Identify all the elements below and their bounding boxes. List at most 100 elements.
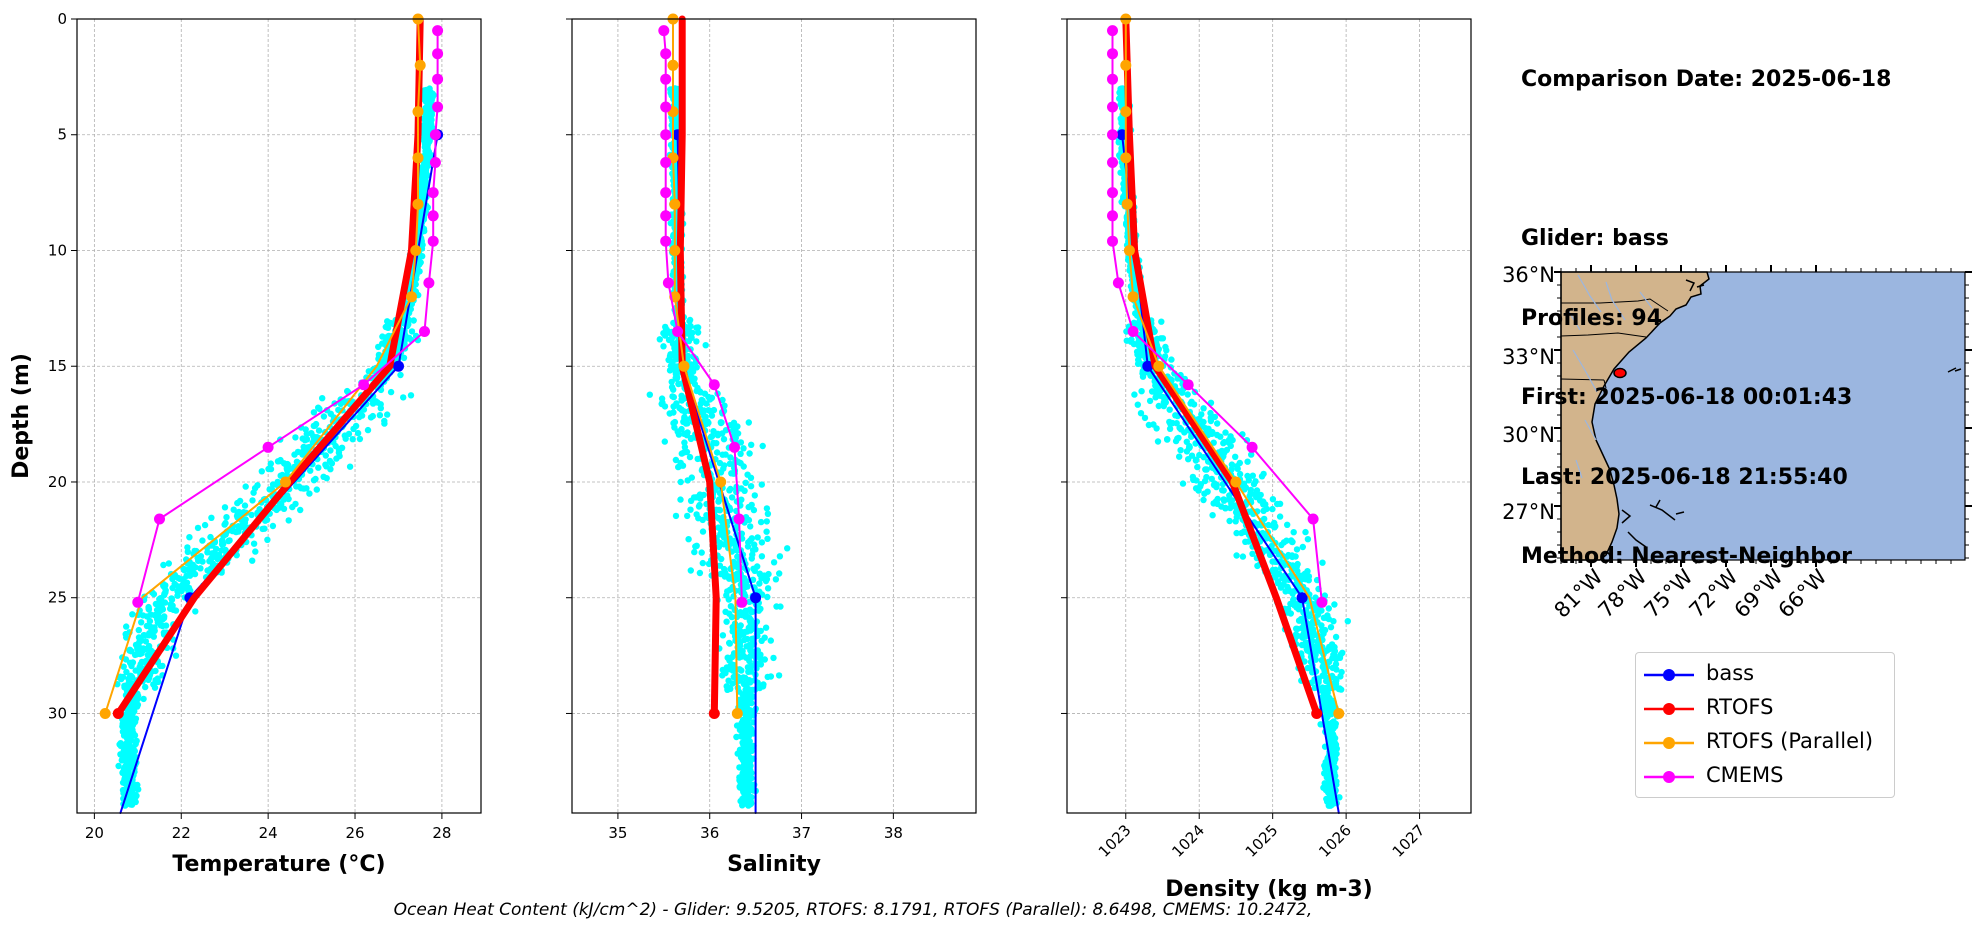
sample-point — [744, 543, 752, 550]
sample-point — [180, 576, 187, 583]
sample-point — [1123, 337, 1131, 344]
sample-point — [387, 388, 395, 396]
series-point — [1107, 157, 1118, 168]
series-point — [660, 101, 672, 113]
sample-point — [159, 662, 166, 670]
sample-point — [376, 412, 384, 419]
sample-point — [261, 525, 268, 532]
sample-point — [1162, 343, 1169, 351]
sample-point — [1301, 642, 1308, 649]
sample-point — [222, 546, 229, 554]
sample-point — [1332, 660, 1340, 668]
sample-point — [739, 647, 746, 655]
sample-point — [1166, 406, 1173, 413]
panel-frame — [571, 18, 977, 814]
sample-point — [661, 403, 669, 410]
map-coast-detail — [1621, 279, 1962, 548]
sample-point — [1319, 693, 1326, 701]
sample-point — [731, 423, 738, 430]
series-point — [429, 157, 441, 168]
sample-point — [668, 365, 675, 372]
sample-point — [1233, 514, 1241, 521]
series-point — [412, 106, 424, 118]
sample-point — [292, 500, 299, 508]
sample-point — [341, 432, 348, 439]
sample-point — [1209, 512, 1216, 519]
sample-point — [1159, 335, 1167, 342]
series-point — [1153, 360, 1165, 372]
sample-point — [1318, 657, 1326, 664]
sample-point — [1146, 397, 1154, 405]
sample-point — [129, 611, 136, 618]
sample-point — [1119, 120, 1126, 127]
sample-point — [139, 612, 147, 619]
sample-point — [1324, 772, 1332, 779]
sample-point — [1300, 632, 1308, 640]
sample-point — [696, 388, 704, 395]
sample-point — [293, 458, 301, 465]
sample-point — [708, 412, 716, 419]
sample-point — [319, 395, 326, 402]
sample-point — [156, 596, 163, 603]
sample-point — [757, 518, 765, 526]
series-point — [750, 592, 762, 604]
sample-point — [744, 635, 751, 643]
series-point — [1107, 73, 1118, 85]
series-point — [1307, 513, 1319, 525]
sample-point — [1274, 578, 1282, 585]
series-point — [1333, 708, 1345, 719]
sample-point — [1290, 588, 1298, 595]
sample-point — [750, 506, 758, 514]
sample-point — [776, 553, 784, 560]
sample-point — [715, 524, 722, 531]
x-tick-label: 26 — [345, 824, 364, 842]
x-tick-label: 1025 — [1242, 821, 1282, 861]
sample-point — [696, 491, 704, 498]
sample-point — [670, 393, 677, 401]
sample-point — [1233, 529, 1240, 537]
sample-point — [719, 451, 726, 458]
sample-point — [741, 584, 749, 591]
sample-point — [122, 630, 129, 638]
sample-point — [763, 505, 771, 512]
sample-point — [1280, 539, 1288, 546]
sample-point — [1284, 583, 1291, 590]
sample-point — [741, 791, 748, 798]
sample-point — [759, 442, 766, 450]
location-map: 36°N33°N30°N27°N81°W78°W75°W72°W69°W66°W — [1502, 263, 1972, 623]
sample-point — [723, 683, 730, 690]
sample-point — [741, 487, 748, 494]
sample-point — [1208, 430, 1216, 437]
sample-point — [138, 658, 146, 666]
sample-point — [763, 518, 770, 525]
sample-point — [762, 577, 770, 585]
sample-point — [381, 417, 388, 425]
sample-point — [310, 477, 318, 484]
sample-point — [154, 619, 162, 626]
sample-point — [1331, 643, 1338, 651]
series-point — [432, 48, 444, 60]
sample-point — [764, 585, 772, 592]
sample-point — [160, 629, 168, 636]
sample-point — [680, 449, 688, 456]
sample-point — [382, 323, 389, 331]
sample-point — [349, 436, 356, 443]
sample-point — [1319, 559, 1326, 566]
series-point — [262, 441, 274, 453]
series-point — [660, 157, 672, 168]
series-point — [1121, 198, 1133, 210]
sample-point — [716, 507, 724, 514]
y-tick-label: 5 — [57, 126, 67, 144]
sample-point — [1257, 491, 1264, 499]
series-point — [667, 59, 679, 71]
sample-point — [150, 633, 157, 640]
sample-point — [762, 624, 770, 631]
sample-point — [1188, 398, 1195, 405]
sample-point — [739, 772, 747, 779]
sample-point — [256, 506, 263, 513]
series-point — [1120, 106, 1132, 118]
sample-point — [738, 750, 745, 757]
sample-point — [1261, 515, 1268, 523]
sample-point — [693, 338, 700, 345]
sample-point — [1229, 436, 1236, 444]
